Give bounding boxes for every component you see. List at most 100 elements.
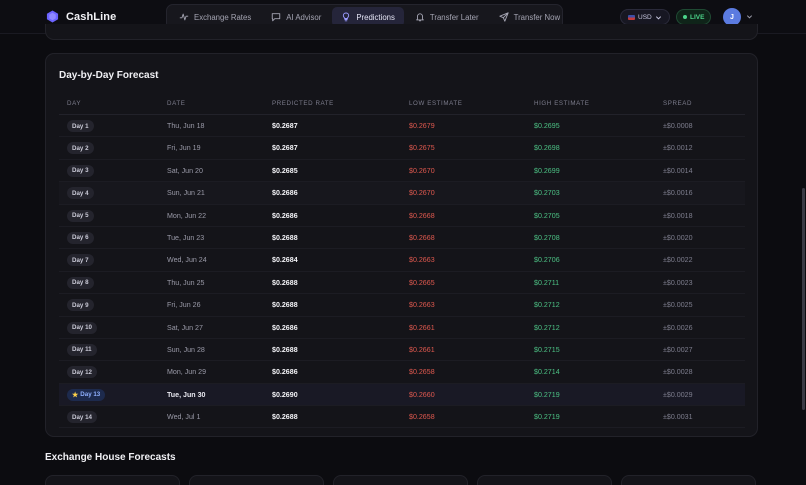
nav-predictions[interactable]: Predictions (332, 7, 404, 27)
day-cell: Day 3 (67, 164, 94, 177)
table-row[interactable]: Day 7 Wed, Jun 24 $0.2684 $0.2663 $0.2706 ±$0… (59, 249, 745, 272)
spread-cell: ±$0.0020 (663, 233, 693, 242)
table-row[interactable]: Day 10 Sat, Jun 27 $0.2686 $0.2661 $0.2712 ±$… (59, 317, 745, 339)
nav-transfer-now[interactable]: Transfer Now (490, 7, 570, 27)
house-card[interactable] (621, 475, 756, 485)
day-badge: Day 10 (67, 321, 97, 334)
spread-cell: ±$0.0008 (663, 122, 693, 130)
high-cell: $0.2711 (534, 278, 560, 287)
table-row[interactable]: Day 14 Wed, Jul 1 $0.2688 $0.2658 $0.2719 ±$0… (59, 406, 745, 429)
activity-icon (179, 13, 189, 21)
spread-cell: ±$0.0027 (663, 345, 693, 354)
table-header: DAY DATE PREDICTED RATE LOW ESTIMATE HIG… (59, 94, 745, 115)
day-cell: ★ Day 13 (67, 388, 106, 401)
house-card[interactable] (477, 475, 612, 485)
col-date: DATE (167, 100, 186, 107)
day-label: Day 3 (72, 167, 89, 175)
day-label: Day 13 (80, 391, 101, 399)
low-cell: $0.2668 (409, 233, 435, 242)
currency-label: USD (638, 13, 652, 21)
table-row[interactable]: Day 12 Mon, Jun 29 $0.2686 $0.2658 $0.2714 ±$… (59, 361, 745, 384)
spread-cell: ±$0.0029 (663, 390, 693, 399)
day-badge: Day 12 (67, 366, 97, 379)
high-cell: $0.2715 (534, 345, 560, 354)
rate-cell: $0.2688 (272, 413, 298, 422)
day-cell: Day 4 (67, 187, 94, 200)
table-row[interactable]: Day 1 Thu, Jun 18 $0.2687 $0.2679 $0.2695 ±$0… (59, 115, 745, 138)
high-cell: $0.2705 (534, 211, 560, 220)
day-label: Day 14 (72, 413, 92, 421)
lightbulb-icon (343, 12, 350, 22)
section-title: Exchange House Forecasts (45, 452, 176, 463)
rate-cell: $0.2687 (272, 122, 298, 130)
day-label: Day 2 (72, 144, 89, 152)
day-cell: Day 14 (67, 411, 97, 424)
day-cell: Day 8 (67, 276, 94, 289)
day-label: Day 12 (72, 368, 92, 376)
spread-cell: ±$0.0031 (663, 413, 693, 422)
table-row[interactable]: Day 6 Tue, Jun 23 $0.2688 $0.2668 $0.2708 ±$0… (59, 227, 745, 250)
table-row[interactable]: Day 3 Sat, Jun 20 $0.2685 $0.2670 $0.2699 ±$0… (59, 160, 745, 183)
table-row[interactable]: Day 2 Fri, Jun 19 $0.2687 $0.2675 $0.2698 ±$0… (59, 137, 745, 160)
rate-cell: $0.2688 (272, 301, 298, 310)
table-row[interactable]: Day 4 Sun, Jun 21 $0.2686 $0.2670 $0.2703 ±$0… (59, 182, 745, 205)
spread-cell: ±$0.0012 (663, 144, 693, 153)
logo[interactable]: CashLine (46, 10, 116, 23)
low-cell: $0.2661 (409, 323, 435, 332)
day-cell: Day 10 (67, 321, 97, 334)
date-cell: Wed, Jun 24 (167, 256, 207, 265)
table-row[interactable]: Day 11 Sun, Jun 28 $0.2688 $0.2661 $0.2715 ±$… (59, 339, 745, 362)
hexagon-logo-icon (46, 10, 59, 23)
card-title: Day-by-Day Forecast (59, 70, 159, 81)
spread-cell: ±$0.0023 (663, 278, 693, 287)
spread-cell: ±$0.0018 (663, 211, 693, 220)
nav-transfer-later[interactable]: Transfer Later (406, 7, 488, 27)
col-high: HIGH ESTIMATE (534, 100, 590, 107)
currency-selector[interactable]: USD (620, 9, 670, 25)
table-row[interactable]: Day 9 Fri, Jun 26 $0.2688 $0.2663 $0.2712 ±$0… (59, 294, 745, 317)
house-card[interactable] (333, 475, 468, 485)
nav-exchange-rates[interactable]: Exchange Rates (170, 7, 260, 27)
table-row[interactable]: Day 5 Mon, Jun 22 $0.2686 $0.2668 $0.2705 ±$0… (59, 205, 745, 227)
day-label: Day 1 (72, 122, 89, 130)
low-cell: $0.2675 (409, 144, 435, 153)
date-cell: Sat, Jun 27 (167, 323, 203, 332)
low-cell: $0.2665 (409, 278, 435, 287)
rate-cell: $0.2687 (272, 144, 298, 153)
spread-cell: ±$0.0025 (663, 301, 693, 310)
high-cell: $0.2714 (534, 368, 560, 377)
scrollbar[interactable] (802, 188, 805, 410)
nav-label: Predictions (356, 12, 395, 22)
low-cell: $0.2679 (409, 122, 435, 130)
rate-cell: $0.2684 (272, 256, 298, 265)
day-cell: Day 5 (67, 209, 94, 222)
date-cell: Sun, Jun 21 (167, 189, 205, 198)
nav-label: AI Advisor (286, 12, 322, 22)
low-cell: $0.2658 (409, 368, 435, 377)
low-cell: $0.2661 (409, 345, 435, 354)
avatar[interactable]: J (723, 8, 741, 26)
nav-ai-advisor[interactable]: AI Advisor (262, 7, 330, 27)
date-cell: Tue, Jun 23 (167, 233, 205, 242)
day-badge: Day 3 (67, 164, 94, 177)
high-cell: $0.2706 (534, 256, 560, 265)
day-cell: Day 11 (67, 343, 97, 356)
chevron-down-icon[interactable] (746, 13, 753, 20)
spread-cell: ±$0.0026 (663, 323, 693, 332)
high-cell: $0.2712 (534, 323, 560, 332)
day-badge: Day 8 (67, 276, 94, 289)
day-label: Day 6 (72, 234, 89, 242)
day-cell: Day 6 (67, 231, 94, 244)
spread-cell: ±$0.0022 (663, 256, 693, 265)
col-low: LOW ESTIMATE (409, 100, 463, 107)
nav-label: Exchange Rates (194, 12, 252, 22)
table-row[interactable]: Day 8 Thu, Jun 25 $0.2688 $0.2665 $0.2711 ±$0… (59, 272, 745, 295)
rate-cell: $0.2686 (272, 368, 298, 377)
house-card[interactable] (189, 475, 324, 485)
house-card[interactable] (45, 475, 180, 485)
rate-cell: $0.2688 (272, 233, 298, 242)
app-name: CashLine (66, 10, 117, 23)
date-cell: Sat, Jun 20 (167, 166, 203, 175)
spread-cell: ±$0.0016 (663, 189, 693, 198)
table-row[interactable]: ★ Day 13 Tue, Jun 30 $0.2690 $0.2660 $0.2719 ±… (59, 383, 745, 407)
